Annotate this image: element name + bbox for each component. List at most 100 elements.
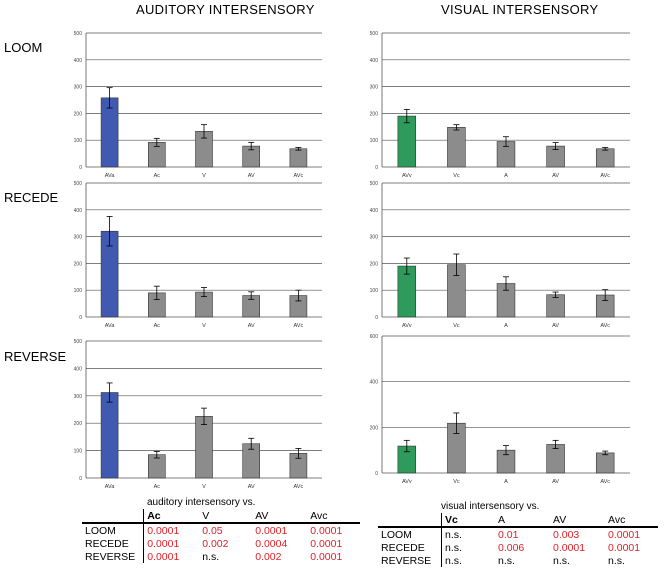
p-value-cell: n.s. — [445, 541, 462, 554]
y-tick-label: 100 — [74, 449, 83, 455]
x-category-label: AVc — [600, 479, 610, 485]
x-category-label: Vc — [453, 323, 460, 329]
x-category-label: Ac — [154, 173, 161, 179]
column-header: Vc — [441, 513, 495, 528]
p-value-cell: 0.0001 — [608, 528, 641, 541]
chart-auditory-loom: 0 100 200 300 400 500 AVa Ac V AV AVc — [74, 31, 322, 179]
y-tick-label: 100 — [74, 138, 83, 144]
table-row: LOOM n.s. 0.01 0.003 0.0001 — [378, 527, 658, 541]
y-tick-label: 0 — [79, 165, 82, 171]
y-tick-label: 300 — [370, 85, 379, 91]
x-category-label: AV — [248, 484, 255, 490]
p-value-cell: 0.006 — [498, 541, 525, 554]
row-header: RECEDE — [82, 537, 145, 550]
y-tick-label: 300 — [370, 235, 379, 241]
bar — [595, 452, 615, 474]
p-value-cell: 0.01 — [498, 528, 519, 541]
auditory-stats-table: Ac V AV Avc LOOM 0.0001 0.05 0.0001 0.00… — [82, 509, 361, 563]
row-header: REVERSE — [82, 550, 145, 563]
y-tick-label: 200 — [74, 261, 83, 267]
x-category-label: AVa — [105, 323, 116, 329]
p-value-cell: 0.0001 — [147, 550, 180, 563]
table-row: REVERSE n.s. n.s. n.s. n.s. — [378, 554, 658, 567]
x-category-label: AV — [552, 323, 559, 329]
x-category-label: V — [202, 484, 206, 490]
table-row: REVERSE 0.0001 n.s. 0.002 0.0001 — [82, 550, 360, 563]
x-category-label: Vc — [453, 479, 460, 485]
p-value-cell: n.s. — [202, 550, 220, 563]
y-tick-label: 300 — [74, 85, 83, 91]
p-value-cell: 0.0001 — [608, 541, 641, 554]
y-tick-label: 100 — [370, 288, 379, 294]
x-category-label: AV — [552, 173, 559, 179]
p-value-cell: 0.0001 — [147, 537, 180, 550]
bar — [100, 392, 119, 479]
x-category-label: Vc — [453, 173, 460, 179]
column-header: Avc — [307, 509, 361, 524]
p-value-cell: n.s. — [553, 554, 570, 567]
bar — [595, 148, 615, 168]
p-value-cell: n.s. — [608, 554, 625, 567]
table-header-row: Vc A AV Avc — [378, 513, 658, 528]
y-tick-label: 500 — [74, 31, 83, 37]
visual-table-caption: visual intersensory vs. — [441, 501, 540, 512]
y-tick-label: 0 — [375, 471, 378, 477]
x-category-label: AVv — [402, 173, 412, 179]
chart-visual-loom: 0 100 200 300 400 500 AVv Vc A AV AVc — [370, 31, 630, 179]
y-tick-label: 500 — [370, 31, 379, 37]
y-tick-label: 600 — [370, 334, 379, 340]
x-category-label: A — [504, 323, 508, 329]
y-tick-label: 200 — [370, 425, 379, 431]
bar — [397, 115, 417, 168]
bar — [289, 148, 308, 168]
column-header: AV — [550, 513, 605, 528]
y-tick-label: 0 — [79, 315, 82, 321]
p-value-cell: n.s. — [445, 528, 462, 541]
x-category-label: AV — [248, 173, 255, 179]
y-tick-label: 300 — [74, 235, 83, 241]
p-value-cell: 0.0001 — [310, 537, 343, 550]
y-tick-label: 100 — [74, 288, 83, 294]
p-value-cell: 0.05 — [202, 524, 223, 537]
column-header: Ac — [143, 509, 200, 524]
x-category-label: AVv — [402, 479, 412, 485]
bar — [447, 127, 466, 168]
p-value-cell: 0.0004 — [255, 537, 288, 550]
x-category-label: Ac — [154, 323, 161, 329]
bar — [546, 294, 565, 318]
table-row: LOOM 0.0001 0.05 0.0001 0.0001 — [82, 523, 360, 537]
y-tick-label: 500 — [370, 181, 379, 187]
x-category-label: A — [504, 479, 508, 485]
y-tick-label: 0 — [375, 165, 378, 171]
x-category-label: AVa — [105, 484, 116, 490]
y-tick-label: 500 — [74, 339, 83, 345]
table-row: RECEDE n.s. 0.006 0.0001 0.0001 — [378, 541, 658, 554]
column-header: A — [495, 513, 550, 528]
column-header: AV — [252, 509, 308, 524]
y-tick-label: 400 — [74, 208, 83, 214]
bar — [195, 416, 213, 479]
x-category-label: V — [202, 323, 206, 329]
x-category-label: AVc — [600, 323, 610, 329]
p-value-cell: 0.0001 — [255, 524, 288, 537]
y-tick-label: 400 — [370, 58, 379, 64]
p-value-cell: 0.0001 — [147, 524, 180, 537]
x-category-label: AV — [552, 479, 559, 485]
x-category-label: AVc — [294, 173, 304, 179]
auditory-table-caption: auditory intersensory vs. — [147, 497, 256, 508]
row-header: LOOM — [82, 523, 145, 537]
y-tick-label: 200 — [74, 111, 83, 117]
table-row: RECEDE 0.0001 0.002 0.0004 0.0001 — [82, 537, 360, 550]
row-header: LOOM — [378, 527, 442, 541]
x-category-label: V — [202, 173, 206, 179]
y-tick-label: 500 — [74, 181, 83, 187]
row-label-recede: RECEDE — [4, 190, 59, 205]
y-tick-label: 0 — [79, 476, 82, 482]
y-tick-label: 400 — [370, 208, 379, 214]
x-category-label: AVc — [294, 484, 304, 490]
y-tick-label: 0 — [375, 315, 378, 321]
auditory-column-title: AUDITORY INTERSENSORY — [136, 2, 315, 17]
visual-stats-table: Vc A AV Avc LOOM n.s. 0.01 0.003 0.0001 … — [378, 513, 658, 567]
column-header: Avc — [605, 513, 658, 528]
p-value-cell: 0.003 — [553, 528, 580, 541]
